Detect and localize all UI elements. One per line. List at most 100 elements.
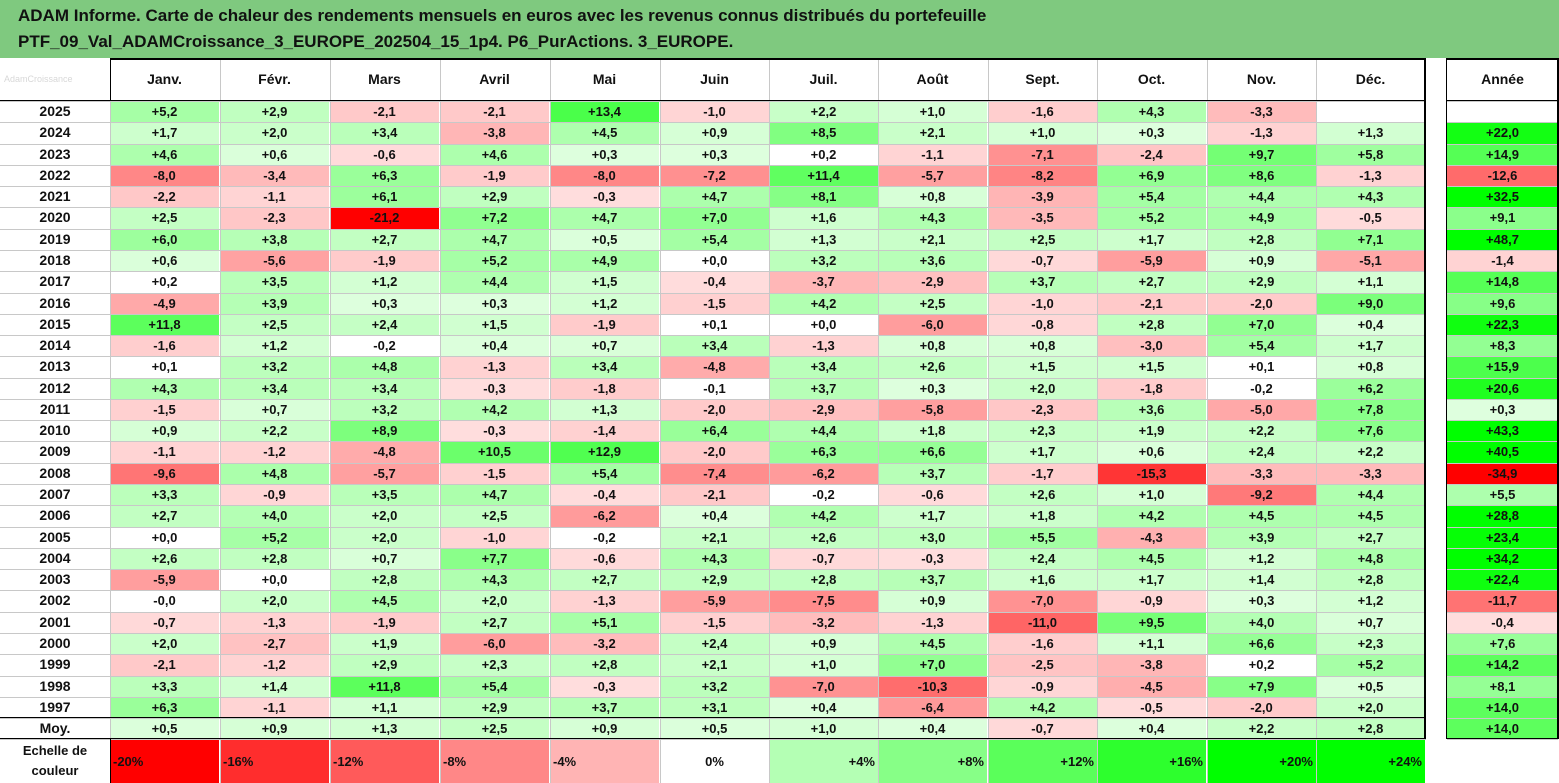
row-divider — [0, 271, 1426, 272]
average-cell: +2,2 — [1207, 719, 1316, 740]
heatmap-cell: -5,0 — [1207, 399, 1316, 421]
heatmap-cell: +2,8 — [769, 570, 878, 591]
row-divider — [1447, 484, 1558, 485]
heatmap-cell: +0,7 — [550, 336, 659, 357]
heatmap-cell: -8,0 — [550, 165, 659, 187]
heatmap-cell: -3,8 — [440, 123, 549, 144]
heatmap-cell: +3,4 — [330, 378, 439, 399]
heatmap-cell: -4,8 — [330, 442, 439, 463]
scale-swatch: 0% — [660, 740, 769, 783]
heatmap-cell: -7,4 — [660, 463, 769, 485]
heatmap-cell: +3,4 — [550, 357, 659, 378]
year-total-cell: +43,3 — [1447, 421, 1558, 442]
heatmap-cell: -1,1 — [878, 144, 987, 165]
heatmap-cell: +8,1 — [769, 187, 878, 208]
average-cell: +0,5 — [660, 719, 769, 740]
heatmap-cell: +2,2 — [220, 421, 329, 442]
heatmap-cell: +3,5 — [220, 272, 329, 293]
heatmap-cell: +11,4 — [769, 165, 878, 187]
heatmap-cell: +4,5 — [1316, 506, 1425, 527]
heatmap-cell: +2,0 — [1316, 697, 1425, 719]
heatmap-cell: +0,4 — [769, 697, 878, 719]
heatmap-cell: +0,0 — [110, 527, 219, 548]
heatmap-cell: +2,9 — [330, 655, 439, 676]
row-divider — [1447, 378, 1558, 379]
table-border — [0, 100, 1426, 101]
heatmap-cell: +3,3 — [110, 676, 219, 697]
heatmap-cell: +7,0 — [1207, 314, 1316, 336]
heatmap-cell: -0,2 — [1207, 378, 1316, 399]
heatmap-cell: +0,7 — [1316, 612, 1425, 633]
heatmap-cell: +1,5 — [988, 357, 1097, 378]
heatmap-cell: -1,5 — [660, 293, 769, 314]
row-divider — [0, 378, 1426, 379]
heatmap-cell: -4,9 — [110, 293, 219, 314]
year-total-cell: +20,6 — [1447, 378, 1558, 399]
heatmap-cell: +2,0 — [220, 123, 329, 144]
year-label: 2011 — [0, 398, 110, 421]
heatmap-cell: -1,1 — [220, 187, 329, 208]
heatmap-cell: -1,6 — [988, 102, 1097, 123]
heatmap-cell: +3,2 — [769, 250, 878, 272]
heatmap-cell: +1,0 — [988, 123, 1097, 144]
year-total-cell: -34,9 — [1447, 463, 1558, 485]
heatmap-cell: +4,5 — [878, 634, 987, 655]
row-divider — [0, 399, 1426, 400]
heatmap-cell: +2,8 — [1097, 314, 1206, 336]
heatmap-cell: -1,5 — [660, 612, 769, 633]
year-label: 1997 — [0, 696, 110, 719]
heatmap-cell: +7,6 — [1316, 421, 1425, 442]
scale-swatch: -12% — [330, 740, 439, 783]
heatmap-cell: +3,9 — [220, 293, 329, 314]
scale-swatch: +20% — [1207, 740, 1316, 783]
heatmap-cell: +0,3 — [660, 144, 769, 165]
month-header: Juin — [660, 58, 769, 101]
heatmap-cell: +2,6 — [878, 357, 987, 378]
heatmap-cell: +4,4 — [1207, 187, 1316, 208]
row-divider — [0, 165, 1426, 166]
row-divider — [0, 441, 1426, 442]
heatmap-cell: +3,2 — [330, 399, 439, 421]
heatmap-cell: +2,4 — [1207, 442, 1316, 463]
table-border — [1446, 58, 1559, 60]
heatmap-cell: +4,4 — [440, 272, 549, 293]
heatmap-cell: -3,4 — [220, 165, 329, 187]
heatmap-cell: -2,0 — [1207, 293, 1316, 314]
heatmap-cell: +4,2 — [1097, 506, 1206, 527]
heatmap-cell: -2,5 — [988, 655, 1097, 676]
year-total-cell: +9,1 — [1447, 208, 1558, 229]
heatmap-cell: -1,1 — [110, 442, 219, 463]
heatmap-cell: +7,8 — [1316, 399, 1425, 421]
heatmap-cell: +1,0 — [878, 102, 987, 123]
year-total-cell: +40,5 — [1447, 442, 1558, 463]
heatmap-cell: +6,6 — [1207, 634, 1316, 655]
month-header: Déc. — [1316, 58, 1425, 101]
heatmap-cell: +3,7 — [550, 697, 659, 719]
heatmap-cell: -3,3 — [1316, 463, 1425, 485]
heatmap-cell: -2,3 — [988, 399, 1097, 421]
heatmap-cell: -1,3 — [769, 336, 878, 357]
chart-title-line-1: ADAM Informe. Carte de chaleur des rende… — [18, 6, 987, 25]
heatmap-cell: +3,4 — [330, 123, 439, 144]
heatmap-cell: -7,0 — [988, 591, 1097, 612]
scale-label: Echelle de couleur — [0, 741, 110, 783]
heatmap-cell: +3,4 — [660, 336, 769, 357]
heatmap-cell: +4,8 — [220, 463, 329, 485]
heatmap-cell: -2,2 — [110, 187, 219, 208]
heatmap-cell: -6,2 — [769, 463, 878, 485]
heatmap-cell: -6,4 — [878, 697, 987, 719]
heatmap-cell: +5,4 — [1097, 187, 1206, 208]
heatmap-cell: +4,2 — [769, 506, 878, 527]
year-total-cell: +14,0 — [1447, 697, 1558, 719]
heatmap-cell: +3,9 — [1207, 527, 1316, 548]
heatmap-cell: +9,5 — [1097, 612, 1206, 633]
heatmap-cell: -0,6 — [550, 548, 659, 570]
year-label: 2015 — [0, 313, 110, 336]
heatmap-cell: +0,6 — [110, 250, 219, 272]
row-divider — [0, 314, 1426, 315]
heatmap-cell: +3,0 — [878, 527, 987, 548]
heatmap-cell: +1,8 — [878, 421, 987, 442]
heatmap-cell: +4,7 — [550, 208, 659, 229]
average-cell: +0,9 — [550, 719, 659, 740]
heatmap-cell: +8,5 — [769, 123, 878, 144]
